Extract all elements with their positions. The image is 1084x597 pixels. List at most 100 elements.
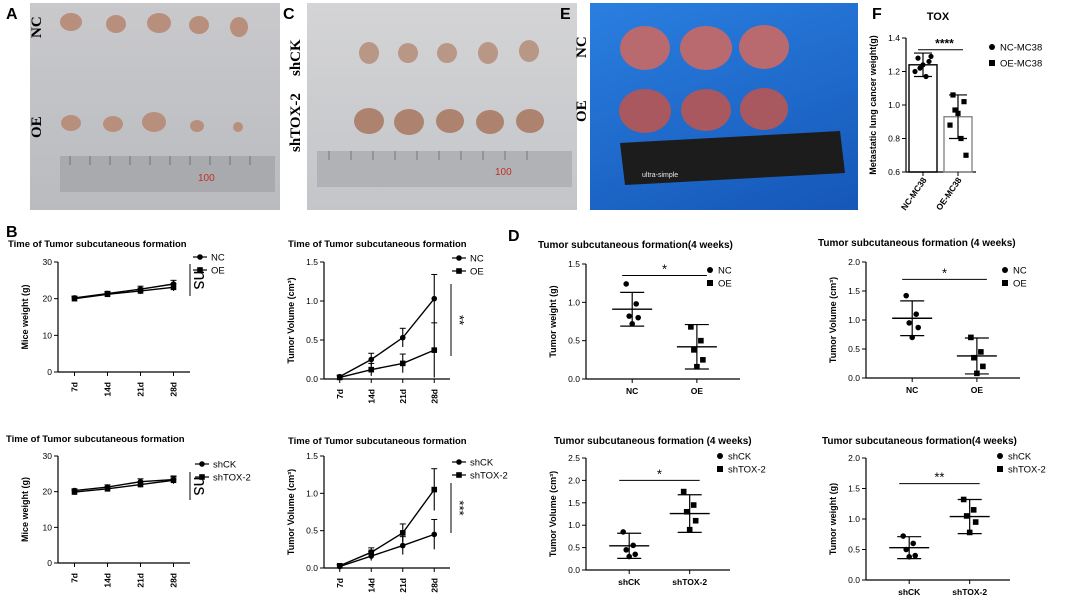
chart-d1-point: [698, 337, 704, 344]
chart-d4-xtick-label: shCK: [898, 587, 921, 597]
chart-d4-point: [972, 519, 979, 525]
chart-d3-point: [680, 488, 687, 495]
chart-f-point: [952, 107, 958, 113]
chart-b3-xtick-label: 21d: [136, 573, 146, 588]
chart-f-point: [923, 73, 929, 80]
chart-d3-ytick-label: 2.0: [568, 475, 580, 485]
chart-f-point: [963, 152, 969, 158]
chart-d4-point: [963, 513, 970, 519]
photo-a-row1-label: NC: [29, 16, 45, 38]
chart-d1-point: [626, 313, 632, 319]
chart-b2-point: [431, 347, 438, 353]
chart-b3-series-line: [74, 478, 174, 492]
chart-b3-xtick-label: 28d: [169, 573, 179, 588]
chart-b4-series-line: [339, 489, 435, 567]
chart-f-significance: ****: [935, 37, 954, 51]
chart-f-point: [912, 68, 918, 75]
chart-b2-significance: **: [452, 315, 467, 325]
photo-a: 100: [30, 3, 280, 210]
chart-f-legend-label: OE-MC38: [1000, 59, 1042, 70]
chart-b3-title: Time of Tumor subcutaneous formation: [6, 434, 185, 445]
chart-d1-significance: *: [662, 262, 667, 277]
chart-b2-legend-marker: [456, 268, 462, 274]
chart-b4-ytick-label: 0.0: [306, 563, 318, 573]
chart-d1-ytick-label: 0.5: [568, 336, 580, 346]
chart-b1-legend-label: OE: [211, 266, 225, 277]
chart-b2-xtick-label: 21d: [398, 389, 408, 404]
chart-b3-xtick-label: 7d: [70, 573, 80, 583]
chart-b1-ytick-label: 0: [47, 367, 52, 377]
chart-b1-point: [137, 288, 144, 294]
chart-b3-legend-marker: [199, 474, 205, 480]
chart-d3-point: [690, 502, 697, 508]
chart-b4-title: Time of Tumor subcutaneous formation: [288, 436, 467, 447]
chart-b4-legend-marker: [456, 472, 462, 478]
chart-b2-xtick-label: 28d: [429, 389, 439, 404]
chart-f-point: [958, 135, 964, 142]
chart-d3-point: [623, 547, 629, 553]
photo-c-row1-label: shCK: [288, 39, 304, 76]
chart-d3-legend-marker: [717, 466, 723, 472]
chart-d3-ytick-label: 1.5: [568, 498, 580, 508]
chart-d1-legend-marker: [707, 267, 713, 273]
chart-b4-point: [368, 549, 375, 556]
chart-b2-point: [336, 374, 343, 381]
tumor-row-oe: [61, 112, 243, 132]
photo-c-scene: 100: [317, 40, 572, 187]
chart-d2-point: [971, 354, 977, 361]
chart-b3-xtick-label: 14d: [103, 573, 113, 588]
chart-d2-ytick-label: 1.5: [848, 286, 860, 296]
chart-d2-ytick-label: 2.0: [848, 257, 860, 267]
chart-b2-legend-marker: [456, 255, 462, 261]
chart-f-ytick-label: 0.8: [888, 134, 900, 144]
chart-b4-point: [399, 542, 406, 549]
chart-d3-ytick-label: 2.5: [568, 453, 580, 463]
chart-d4-point: [910, 540, 916, 547]
chart-d2-significance: *: [942, 265, 947, 280]
chart-d1-ylabel: Tumor weight (g): [548, 285, 558, 357]
chart-d2-point: [909, 334, 915, 341]
photo-c-row2-label: shTOX-2: [288, 93, 304, 152]
chart-d4-legend-label: shTOX-2: [1008, 465, 1046, 476]
chart-b3-ytick-label: 10: [43, 522, 53, 532]
chart-d2-point: [903, 292, 909, 299]
chart-b3-point: [137, 481, 144, 488]
chart-d2-point: [978, 349, 984, 355]
chart-f-xtick-label: OE-MC38: [934, 175, 964, 212]
chart-d3-point: [632, 551, 638, 558]
chart-b3-ytick-label: 0: [47, 558, 52, 568]
chart-d3-point: [683, 508, 690, 515]
chart-b4-ytick-label: 1.0: [306, 488, 318, 498]
chart-b4: Time of Tumor subcutaneous formation 0.0 0…: [286, 436, 508, 593]
chart-d3-ytick-label: 0.5: [568, 543, 580, 553]
chart-d4-ytick-label: 0.5: [848, 545, 860, 555]
photo-a-row2-label: OE: [29, 116, 45, 138]
chart-b4-ylabel: Tumor Volume (cm³): [286, 469, 296, 555]
chart-d3-point: [620, 529, 626, 535]
chart-b4-point: [399, 530, 406, 536]
ruler: [60, 156, 275, 192]
chart-b3-ylabel: Mice weight (g): [20, 477, 30, 542]
chart-b4-significance: ***: [452, 500, 467, 515]
chart-f-legend-marker: [989, 60, 995, 66]
chart-b3-legend-label: shTOX-2: [213, 473, 251, 484]
chart-d1: Tumor subcutaneous formation(4 weeks) 0.0…: [538, 240, 740, 396]
chart-b4-ytick-label: 0.5: [306, 526, 318, 536]
chart-d2-xtick-label: NC: [906, 385, 918, 395]
chart-b2-point: [399, 360, 406, 367]
chart-b1-point: [170, 284, 177, 291]
chart-d3-ylabel: Tumor Volume (cm³): [548, 471, 558, 557]
photo-e-scene: ultra-simple: [619, 25, 845, 185]
chart-b4-xtick-label: 21d: [398, 578, 408, 593]
chart-b2-xtick-label: 14d: [366, 389, 376, 404]
chart-d3: Tumor subcutaneous formation (4 weeks) 0.…: [548, 436, 766, 587]
photo-a-scene: 100: [60, 13, 275, 192]
chart-f-point: [926, 58, 932, 65]
chart-d4-point: [906, 554, 912, 560]
chart-d1-legend-label: NC: [718, 266, 732, 277]
panel-label-e: E: [560, 6, 571, 23]
chart-d1-point: [691, 347, 697, 353]
chart-b2-title: Time of Tumor subcutaneous formation: [288, 239, 467, 250]
chart-f-legend-label: NC-MC38: [1000, 43, 1042, 54]
chart-b4-xtick-label: 7d: [335, 578, 345, 588]
